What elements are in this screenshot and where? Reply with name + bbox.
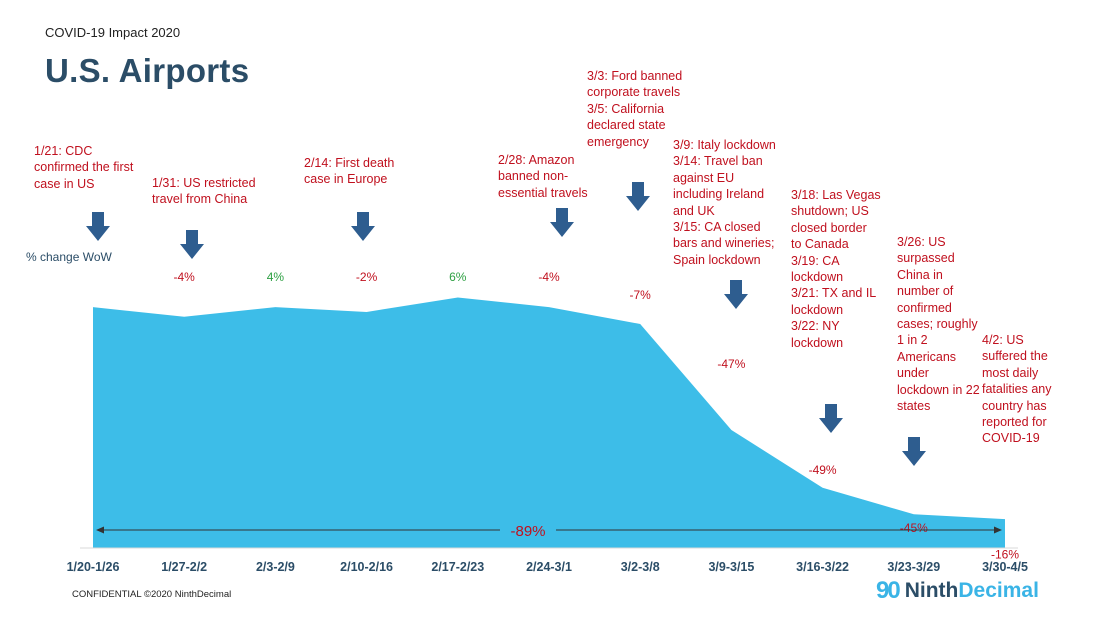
x-tick-label: 3/30-4/5 (982, 560, 1028, 574)
slide-kicker: COVID-19 Impact 2020 (45, 25, 181, 40)
x-tick-label: 3/23-3/29 (887, 560, 940, 574)
total-change-arrowhead-left (96, 526, 104, 534)
wow-change-label: -7% (630, 288, 652, 302)
down-arrow-icon (626, 182, 650, 211)
total-change-label: -89% (510, 523, 545, 540)
wow-change-label: -49% (809, 463, 837, 477)
x-tick-label: 3/2-3/8 (621, 560, 660, 574)
annotation-amazon-travel: 2/28: Amazon banned non- essential trave… (498, 153, 588, 200)
ninthdecimal-logo: 90 Ninth Decimal (876, 576, 1039, 606)
x-tick-label: 2/17-2/23 (431, 560, 484, 574)
annotation-vegas-lockdowns: 3/18: Las Vegas shutdown; US closed bord… (791, 188, 881, 350)
x-tick-label: 1/27-2/2 (161, 560, 207, 574)
wow-change-label: -4% (174, 270, 196, 284)
annotation-us-surpassed-china: 3/26: US surpassed China in number of co… (897, 235, 980, 414)
x-tick-label: 2/3-2/9 (256, 560, 295, 574)
logo-word-ninth: Ninth (904, 579, 959, 602)
annotation-us-daily-fatalities: 4/2: US suffered the most daily fataliti… (982, 333, 1052, 446)
wow-change-label: 4% (267, 270, 285, 284)
wow-change-label: -45% (900, 521, 928, 535)
wow-label: % change WoW (26, 250, 112, 264)
down-arrow-icon (902, 437, 926, 466)
x-tick-label: 2/24-3/1 (526, 560, 572, 574)
down-arrow-icon (550, 208, 574, 237)
annotation-cdc-first-case: 1/21: CDC confirmed the first case in US (34, 144, 134, 191)
x-tick-label: 1/20-1/26 (67, 560, 120, 574)
down-arrow-icon (351, 212, 375, 241)
annotation-china-travel: 1/31: US restricted travel from China (152, 176, 256, 207)
confidential-footer: CONFIDENTIAL ©2020 NinthDecimal (72, 589, 232, 600)
down-arrow-icon (180, 230, 204, 259)
down-arrow-icon (724, 280, 748, 309)
annotation-europe-death: 2/14: First death case in Europe (304, 156, 395, 187)
x-tick-label: 3/9-3/15 (708, 560, 754, 574)
down-arrow-icon (86, 212, 110, 241)
down-arrow-icon (819, 404, 843, 433)
wow-change-label: -47% (717, 357, 745, 371)
total-change-label-bg (500, 521, 556, 539)
wow-change-label: 6% (449, 270, 467, 284)
wow-change-label: -16% (991, 547, 1019, 561)
x-tick-label: 3/16-3/22 (796, 560, 849, 574)
traffic-area (93, 297, 1005, 548)
wow-change-label: -4% (538, 270, 560, 284)
total-change-arrowhead-right (994, 526, 1002, 534)
x-tick-label: 2/10-2/16 (340, 560, 393, 574)
wow-change-label: -2% (356, 270, 378, 284)
ninthdecimal-logo-icon: 90 (876, 577, 901, 604)
annotation-ford-california: 3/3: Ford banned corporate travels 3/5: … (587, 69, 683, 149)
annotation-italy-eu-ban: 3/9: Italy lockdown 3/14: Travel ban aga… (673, 138, 776, 267)
slide-title: U.S. Airports (45, 52, 250, 89)
logo-word-decimal: Decimal (958, 579, 1039, 602)
